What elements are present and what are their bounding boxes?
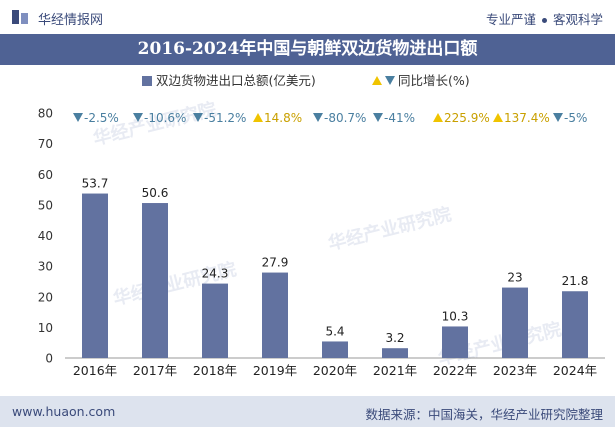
- footer-source: 数据来源：中国海关，华经产业研究院整理: [365, 407, 603, 422]
- x-tick-label: 2024年: [553, 363, 597, 378]
- growth-label: -51.2%: [204, 111, 246, 125]
- bar-value-label: 3.2: [385, 331, 404, 345]
- y-tick-label: 80: [38, 107, 53, 121]
- bar: [202, 283, 228, 358]
- brand-logo-icon: [12, 10, 28, 24]
- footer-bar: [0, 396, 615, 427]
- x-tick-label: 2018年: [193, 363, 237, 378]
- x-tick-label: 2016年: [73, 363, 117, 378]
- x-tick-label: 2023年: [493, 363, 537, 378]
- bar-value-label: 5.4: [325, 324, 344, 338]
- y-tick-label: 50: [38, 198, 53, 212]
- y-tick-label: 20: [38, 290, 53, 304]
- growth-down-triangle-icon: [313, 113, 323, 122]
- tagline: 专业严谨 客观科学: [486, 9, 603, 28]
- bar: [562, 291, 588, 358]
- growth-down-triangle-icon: [193, 113, 203, 122]
- bar: [82, 193, 108, 358]
- y-tick-label: 10: [38, 321, 53, 335]
- growth-label: -80.7%: [324, 111, 366, 125]
- growth-label: -41%: [384, 111, 415, 125]
- growth-up-triangle-icon: [433, 113, 443, 122]
- bar: [322, 341, 348, 358]
- tagline-dot: [541, 18, 547, 23]
- bar-value-label: 27.9: [262, 256, 289, 270]
- y-tick-label: 0: [45, 352, 53, 366]
- y-tick-label: 60: [38, 168, 53, 182]
- legend-down-triangle-icon: [385, 76, 395, 85]
- growth-label: -2.5%: [84, 111, 119, 125]
- y-tick-label: 30: [38, 260, 53, 274]
- growth-up-triangle-icon: [253, 113, 263, 122]
- bar: [502, 287, 528, 358]
- x-tick-label: 2022年: [433, 363, 477, 378]
- y-tick-label: 40: [38, 229, 53, 243]
- bar-value-label: 21.8: [562, 274, 589, 288]
- brand-name: 华经情报网: [38, 13, 104, 28]
- x-tick-label: 2017年: [133, 363, 177, 378]
- tagline-left: 专业严谨: [485, 12, 536, 27]
- bar-value-label: 53.7: [82, 177, 109, 191]
- y-tick-label: 70: [38, 137, 53, 151]
- legend-bar-swatch: [142, 76, 152, 86]
- growth-label: -5%: [564, 111, 587, 125]
- bar: [142, 203, 168, 358]
- legend-bar-label: 双边货物进出口总额(亿美元): [156, 73, 316, 88]
- growth-down-triangle-icon: [553, 113, 563, 122]
- bar: [442, 326, 468, 358]
- x-tick-label: 2019年: [253, 363, 297, 378]
- chart: 华经产业研究院华经产业研究院华经产业研究院华经产业研究院双边货物进出口总额(亿美…: [38, 73, 605, 378]
- growth-label: -10.6%: [144, 111, 186, 125]
- growth-down-triangle-icon: [73, 113, 83, 122]
- growth-down-triangle-icon: [373, 113, 383, 122]
- watermark-text: 华经产业研究院: [326, 203, 454, 255]
- growth-label: 14.8%: [264, 111, 302, 125]
- bar: [382, 348, 408, 358]
- x-tick-label: 2021年: [373, 363, 417, 378]
- growth-up-triangle-icon: [493, 113, 503, 122]
- bar: [262, 272, 288, 358]
- x-tick-label: 2020年: [313, 363, 357, 378]
- chart-title: 2016-2024年中国与朝鲜双边货物进出口额: [137, 39, 478, 59]
- top-bar: 华经情报网 专业严谨 客观科学: [0, 0, 615, 34]
- footer-url[interactable]: www.huaon.com: [12, 404, 116, 419]
- growth-down-triangle-icon: [133, 113, 143, 122]
- bar-value-label: 50.6: [142, 186, 169, 200]
- bar-value-label: 10.3: [442, 309, 469, 323]
- growth-label: 225.9%: [444, 111, 490, 125]
- title-bar: [0, 34, 615, 65]
- bar-value-label: 24.3: [202, 267, 229, 281]
- legend-growth-label: 同比增长(%): [398, 73, 470, 88]
- legend-up-triangle-icon: [372, 76, 382, 85]
- tagline-right: 客观科学: [552, 12, 603, 27]
- bar-value-label: 23: [507, 271, 522, 285]
- growth-label: 137.4%: [504, 111, 550, 125]
